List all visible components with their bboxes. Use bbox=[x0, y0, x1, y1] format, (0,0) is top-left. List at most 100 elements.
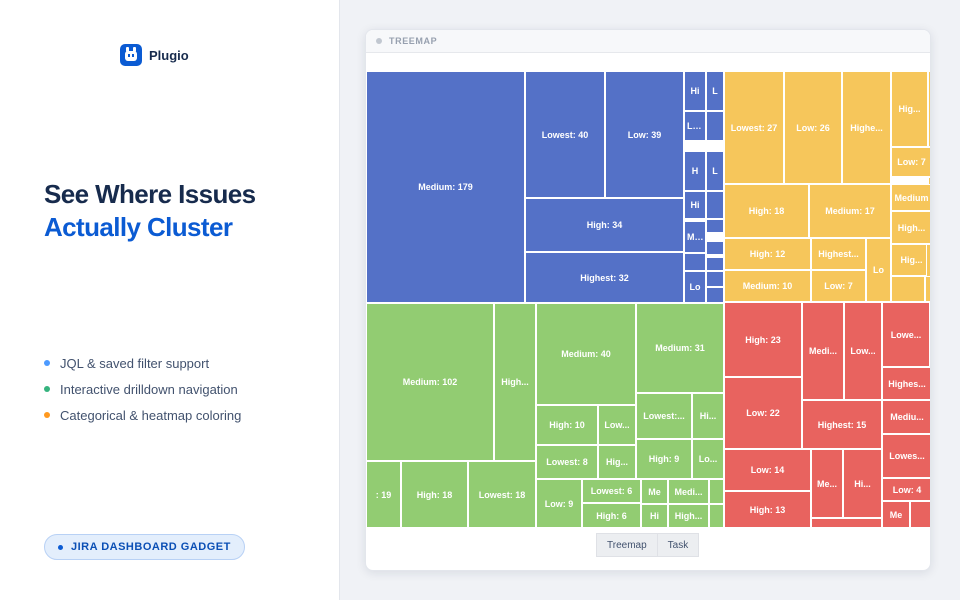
treemap-tile[interactable]: Low: 22 bbox=[724, 377, 802, 449]
treemap-tile[interactable]: Lo bbox=[684, 271, 706, 303]
treemap-tile-label: Highest: 32 bbox=[580, 272, 629, 283]
treemap-tile[interactable]: Hi... bbox=[692, 393, 724, 439]
treemap-tile[interactable]: Mediu... bbox=[882, 400, 930, 434]
treemap-tile[interactable] bbox=[709, 479, 724, 504]
treemap-tile[interactable] bbox=[706, 111, 724, 141]
treemap-tile[interactable]: Low... bbox=[598, 405, 636, 445]
treemap-tile[interactable]: Hi... bbox=[843, 449, 882, 518]
treemap-tile[interactable]: High: 18 bbox=[724, 184, 809, 238]
breadcrumb-task[interactable]: Task bbox=[657, 533, 700, 557]
treemap-tile[interactable]: Low: 4 bbox=[882, 478, 930, 501]
treemap-tile[interactable]: Hig... bbox=[598, 445, 636, 479]
treemap-tile[interactable]: Low: 14 bbox=[724, 449, 811, 491]
treemap-tile[interactable]: Low... bbox=[844, 302, 882, 400]
treemap-tile[interactable] bbox=[706, 219, 724, 233]
treemap-tile[interactable]: Medium: 179 bbox=[366, 71, 525, 303]
treemap-tile[interactable]: High: 23 bbox=[724, 302, 802, 377]
treemap-tile[interactable]: Lowes... bbox=[882, 434, 930, 478]
treemap-tile[interactable]: Medium: 10 bbox=[724, 270, 811, 302]
breadcrumb: Treemap Task bbox=[596, 533, 700, 557]
treemap-tile[interactable]: Highest... bbox=[811, 238, 866, 270]
treemap-tile[interactable]: L bbox=[706, 71, 724, 111]
treemap-tile[interactable]: Medium bbox=[891, 184, 930, 211]
treemap-tile[interactable] bbox=[930, 302, 931, 367]
treemap-tile[interactable] bbox=[928, 71, 930, 147]
treemap-tile[interactable]: High: 10 bbox=[536, 405, 598, 445]
treemap-tile[interactable]: High: 6 bbox=[582, 503, 641, 528]
treemap-tile[interactable]: Highest: 32 bbox=[525, 252, 684, 303]
treemap-tile[interactable] bbox=[684, 253, 706, 271]
treemap-tile[interactable]: Med... bbox=[684, 221, 706, 253]
treemap-tile[interactable]: Highe... bbox=[842, 71, 891, 184]
treemap-tile[interactable]: L bbox=[706, 151, 724, 191]
treemap-tile-label: Medi... bbox=[808, 346, 837, 356]
treemap-tile[interactable]: Medium: 17 bbox=[809, 184, 891, 238]
treemap-tile[interactable]: Hig... bbox=[891, 71, 928, 147]
treemap-tile[interactable]: High: 34 bbox=[525, 198, 684, 252]
treemap-tile[interactable]: Lowest: 27 bbox=[724, 71, 784, 184]
card-header: TREEMAP bbox=[366, 30, 930, 53]
treemap-tile[interactable]: Lowe... bbox=[882, 302, 930, 367]
treemap-tile-label: H bbox=[691, 166, 699, 176]
treemap-tile[interactable]: Hi bbox=[684, 71, 706, 111]
treemap-tile[interactable]: Highes... bbox=[882, 367, 930, 400]
treemap-tile[interactable]: Lowest: 8 bbox=[536, 445, 598, 479]
treemap-tile[interactable]: Medi... bbox=[802, 302, 844, 400]
treemap-tile[interactable]: Lowest: 40 bbox=[525, 71, 605, 198]
treemap-tile[interactable]: Me bbox=[882, 501, 910, 528]
treemap-tile-label: High... bbox=[897, 222, 926, 233]
treemap-tile-label: Hig... bbox=[898, 104, 921, 114]
treemap-tile[interactable]: H bbox=[684, 151, 706, 191]
treemap-tile[interactable] bbox=[891, 276, 925, 302]
treemap-tile-label: : 19 bbox=[375, 489, 392, 500]
treemap-tile[interactable] bbox=[925, 276, 930, 302]
treemap-tile[interactable]: Highest: 15 bbox=[802, 400, 882, 449]
treemap-tile[interactable]: High: 13 bbox=[724, 491, 811, 528]
treemap-tile[interactable]: High: 18 bbox=[401, 461, 468, 528]
treemap-tile[interactable]: Medium: 31 bbox=[636, 303, 724, 393]
treemap-tile[interactable]: High... bbox=[494, 303, 536, 461]
treemap-tile[interactable] bbox=[811, 518, 882, 528]
treemap-tile[interactable]: Hi bbox=[641, 504, 668, 528]
treemap-tile[interactable] bbox=[926, 244, 930, 277]
treemap-tile[interactable]: Lowest:... bbox=[636, 393, 692, 439]
treemap-tile[interactable]: Medium: 102 bbox=[366, 303, 494, 461]
treemap-tile-label: Hi... bbox=[854, 478, 871, 489]
treemap-tile[interactable]: High... bbox=[668, 504, 709, 528]
treemap-tile[interactable]: Lowest: 18 bbox=[468, 461, 536, 528]
treemap-tile[interactable] bbox=[709, 504, 724, 528]
treemap-tile[interactable]: High: 12 bbox=[724, 238, 811, 270]
treemap-tile[interactable]: Lowest: 6 bbox=[582, 479, 641, 503]
feature-label: Categorical & heatmap coloring bbox=[60, 407, 242, 423]
treemap-tile[interactable]: Medi... bbox=[668, 479, 709, 504]
treemap-tile[interactable]: Low: 26 bbox=[784, 71, 842, 184]
treemap-tile[interactable]: Low: 7 bbox=[811, 270, 866, 302]
treemap-tile-label: L bbox=[712, 166, 718, 176]
treemap-tile-label: Low: 4 bbox=[892, 484, 922, 495]
treemap-tile[interactable]: Low: 39 bbox=[605, 71, 684, 198]
treemap-tile[interactable]: High: 9 bbox=[636, 439, 692, 479]
robot-logo-icon bbox=[120, 44, 142, 66]
treemap-tile[interactable]: Lo... bbox=[692, 439, 724, 479]
treemap-tile[interactable] bbox=[706, 287, 724, 303]
treemap-tile[interactable]: Lo bbox=[866, 238, 891, 302]
breadcrumb-treemap[interactable]: Treemap bbox=[596, 533, 658, 557]
treemap-tile-label: Me bbox=[648, 486, 661, 497]
treemap-tile[interactable] bbox=[706, 241, 724, 255]
treemap-tile[interactable]: Me... bbox=[811, 449, 843, 518]
treemap-tile[interactable] bbox=[910, 501, 930, 528]
treemap-tile[interactable]: Low: 9 bbox=[536, 479, 582, 528]
treemap-tile[interactable]: Low: 7 bbox=[891, 147, 930, 177]
treemap-tile[interactable]: Hi bbox=[684, 191, 706, 219]
treemap-tile-label: Lowest: 18 bbox=[478, 489, 526, 500]
treemap-tile[interactable]: Medium: 40 bbox=[536, 303, 636, 405]
treemap-tile[interactable]: Lo... bbox=[684, 111, 706, 141]
treemap-tile[interactable]: Hig... bbox=[891, 244, 930, 276]
treemap-tile[interactable] bbox=[706, 191, 724, 219]
treemap-tile[interactable] bbox=[706, 271, 724, 287]
treemap-tile[interactable]: : 19 bbox=[366, 461, 401, 528]
treemap-tile[interactable]: High... bbox=[891, 211, 930, 244]
treemap-tile-label: High: 34 bbox=[586, 220, 623, 230]
treemap-tile[interactable] bbox=[706, 257, 724, 271]
treemap-tile[interactable]: Me bbox=[641, 479, 668, 504]
